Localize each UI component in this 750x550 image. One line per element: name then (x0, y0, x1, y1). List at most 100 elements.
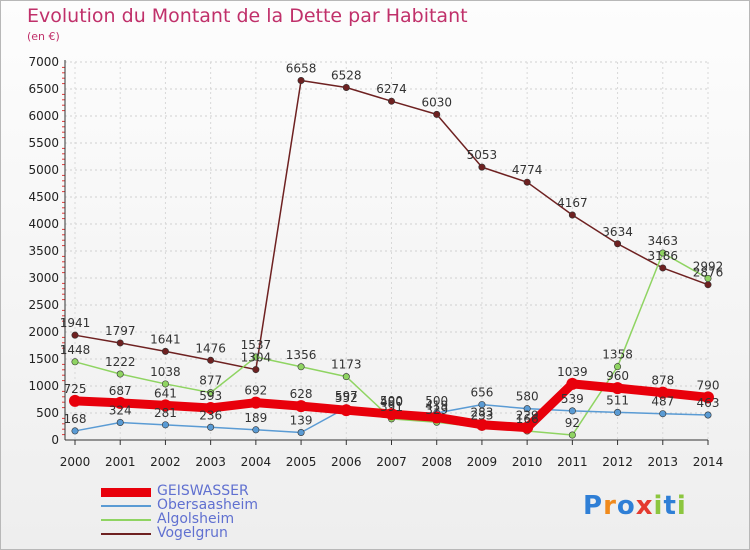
data-label: 5053 (467, 148, 498, 162)
x-tick-label: 2006 (331, 455, 362, 469)
logo-letter: r (603, 491, 617, 521)
data-label: 324 (109, 404, 132, 418)
data-label: 6658 (286, 61, 317, 75)
data-label: 656 (470, 386, 493, 400)
y-tick-label: 7000 (28, 55, 59, 69)
data-point (659, 264, 667, 272)
data-point (523, 405, 531, 413)
data-label: 552 (335, 391, 358, 405)
data-point (656, 386, 669, 399)
legend-label: Vogelgrun (157, 525, 228, 541)
data-label: 878 (651, 374, 674, 388)
data-label: 480 (380, 395, 403, 409)
data-point (475, 418, 488, 431)
data-point (385, 408, 398, 421)
data-point (433, 110, 441, 118)
data-labels: 725 687 641 593 692 628 552 480 419 283 229 1039 960… (60, 61, 724, 430)
legend-item: Algolsheim (101, 511, 421, 527)
data-label: 500 (380, 394, 403, 408)
logo-letter: x (635, 491, 654, 521)
data-label: 6030 (421, 95, 452, 109)
data-point (295, 400, 308, 413)
logo-letter: i (653, 491, 664, 521)
data-label: 593 (199, 389, 222, 403)
data-point (430, 411, 443, 424)
y-tick-label: 1500 (28, 352, 59, 366)
x-tick-label: 2008 (421, 455, 452, 469)
data-label: 597 (335, 389, 358, 403)
legend-label: Algolsheim (157, 511, 235, 527)
data-label: 229 (516, 409, 539, 423)
data-label: 6528 (331, 68, 362, 82)
data-point (71, 427, 79, 435)
data-point (71, 358, 79, 366)
data-point (342, 83, 350, 91)
data-point (71, 331, 79, 339)
data-label: 641 (154, 386, 177, 400)
data-label: 4167 (557, 196, 588, 210)
data-label: 3463 (648, 234, 679, 248)
data-label: 511 (606, 393, 629, 407)
data-point (297, 428, 305, 436)
data-point (161, 380, 169, 388)
data-label: 419 (425, 398, 448, 412)
data-label: 283 (470, 406, 493, 420)
data-point (116, 370, 124, 378)
data-label: 687 (109, 384, 132, 398)
axes: 0 500 1000 1500 2000 2500 3000 3500 4000 4500 5000… (28, 55, 723, 469)
data-label: 1038 (150, 365, 181, 379)
data-label: 1941 (60, 316, 91, 330)
proxiti-logo: Proxiti (583, 491, 687, 521)
data-point (614, 408, 622, 416)
logo-letter: o (616, 491, 636, 521)
data-point (702, 391, 714, 404)
data-label: 1641 (150, 332, 181, 346)
data-point (252, 366, 260, 374)
data-label: 3634 (602, 225, 633, 239)
x-tick-label: 2009 (467, 455, 498, 469)
x-tick-label: 2007 (376, 455, 407, 469)
data-label: 463 (697, 396, 720, 410)
chart-title: Evolution du Montant de la Dette par Hab… (27, 5, 468, 27)
data-point (568, 407, 576, 415)
data-point (523, 178, 531, 186)
y-tick-label: 5000 (28, 163, 59, 177)
data-point (568, 431, 576, 439)
data-point (252, 353, 260, 361)
data-point (161, 347, 169, 355)
y-tick-label: 2000 (28, 325, 59, 339)
data-label: 233 (470, 408, 493, 422)
data-label: 692 (244, 384, 267, 398)
y-tick-label: 6000 (28, 109, 59, 123)
data-label: 1797 (105, 324, 136, 338)
data-point (159, 399, 172, 412)
data-label: 539 (561, 392, 584, 406)
data-point (340, 404, 353, 417)
data-label: 139 (290, 413, 313, 427)
data-point (387, 97, 395, 105)
y-tick-label: 1000 (28, 379, 59, 393)
data-label: 166 (516, 412, 539, 426)
data-label: 1304 (241, 351, 272, 365)
legend-item: Vogelgrun (101, 525, 421, 541)
data-label: 1448 (60, 343, 91, 357)
data-label: 580 (516, 390, 539, 404)
data-point (614, 363, 622, 371)
legend: GEISWASSER Obersaasheim Algolsheim Vogelgru… (101, 483, 421, 541)
data-point (204, 401, 217, 414)
x-tick-label: 2010 (512, 455, 543, 469)
y-tick-label: 4000 (28, 217, 59, 231)
data-label: 1356 (286, 348, 317, 362)
data-label: 1173 (331, 358, 362, 372)
x-tick-label: 2014 (693, 455, 724, 469)
y-tick-label: 4500 (28, 190, 59, 204)
data-point (659, 410, 667, 418)
data-label: 725 (64, 382, 87, 396)
data-label: 1222 (105, 355, 136, 369)
x-tick-label: 2011 (557, 455, 588, 469)
data-point (521, 421, 534, 434)
data-label: 487 (651, 395, 674, 409)
y-tick-label: 3500 (28, 244, 59, 258)
y-tick-label: 5500 (28, 136, 59, 150)
